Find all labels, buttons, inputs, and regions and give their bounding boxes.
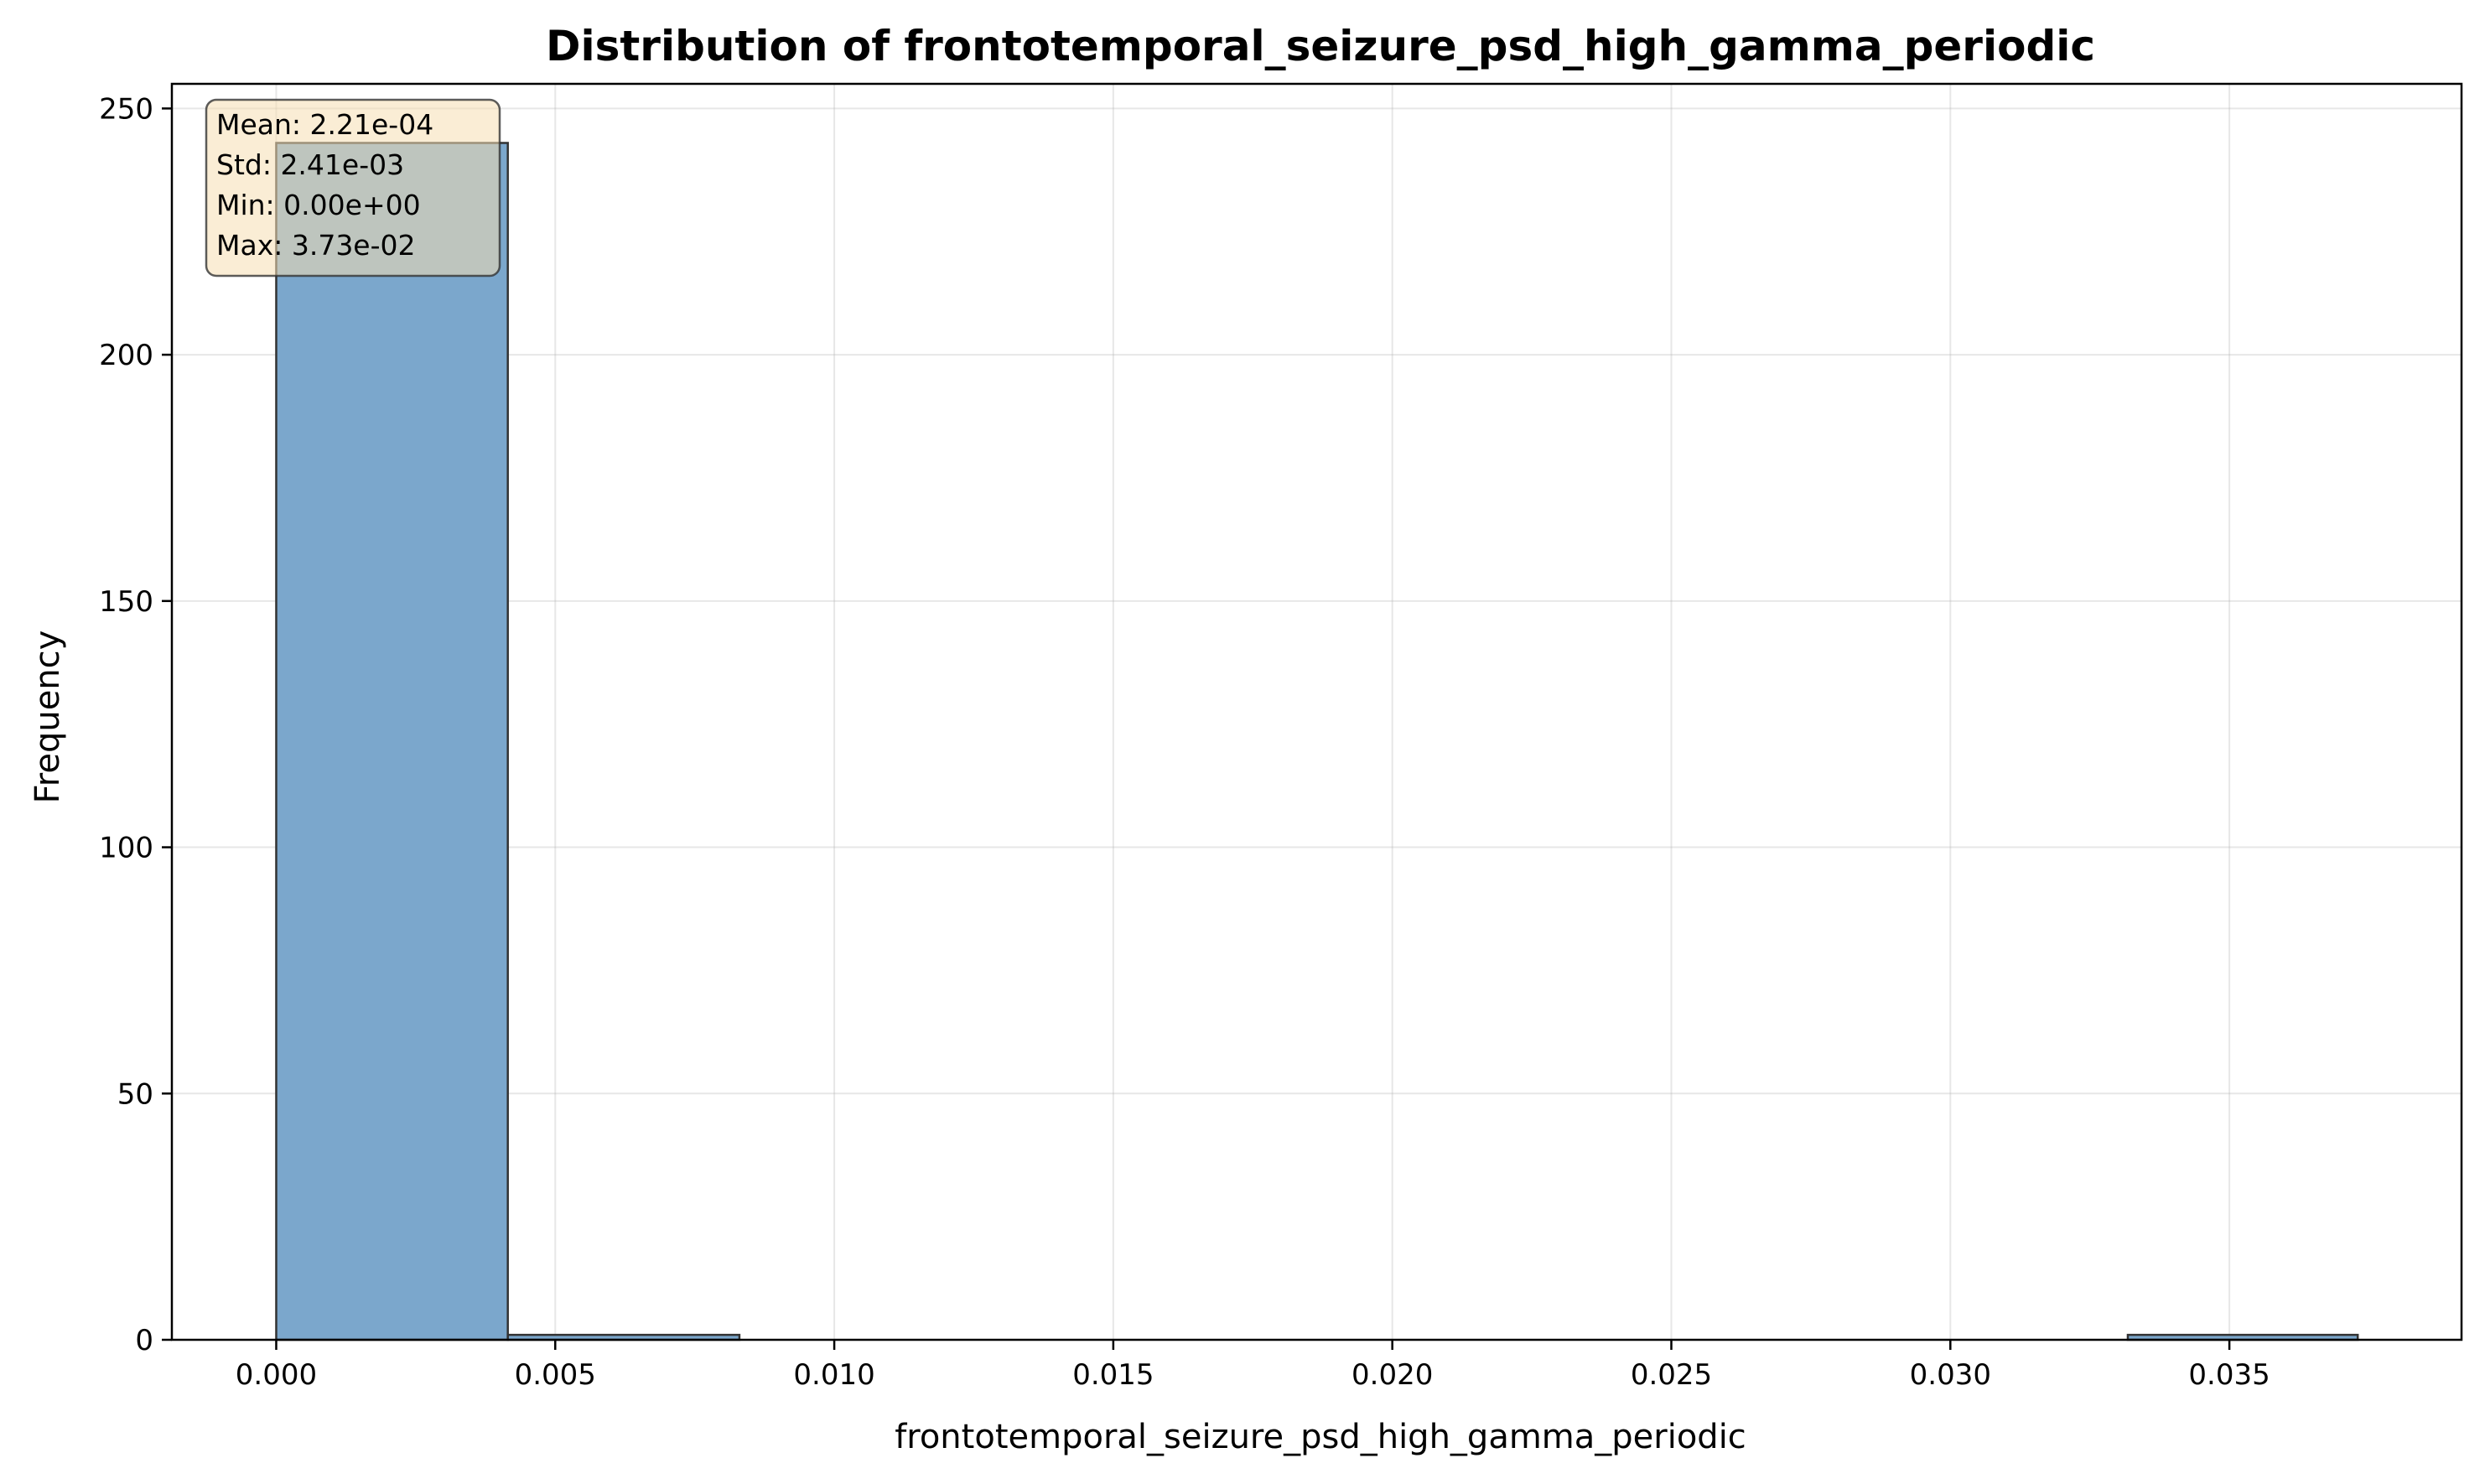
stats-box-background bbox=[205, 98, 501, 278]
stats-min: Min: 0.00e+00 bbox=[216, 189, 421, 221]
x-tick-label-1: 0.005 bbox=[515, 1358, 596, 1392]
y-tick-label-2: 100 bbox=[99, 832, 153, 865]
histogram-bar-0 bbox=[275, 142, 509, 1341]
x-tick-label-6: 0.030 bbox=[1910, 1358, 1991, 1392]
axes-frame bbox=[170, 82, 2463, 1341]
y-tick-label-4: 200 bbox=[99, 339, 153, 372]
stats-std: Std: 2.41e-03 bbox=[216, 148, 404, 181]
stats-box: Mean: 2.21e-04 Std: 2.41e-03 Min: 0.00e+… bbox=[205, 98, 501, 278]
y-axis-label: Frequency bbox=[29, 630, 67, 804]
x-axis-label: frontotemporal_seizure_psd_high_gamma_pe… bbox=[895, 1418, 1746, 1456]
x-tick-label-2: 0.010 bbox=[793, 1358, 874, 1392]
stats-max: Max: 3.73e-02 bbox=[216, 229, 416, 262]
y-tick-label-3: 150 bbox=[99, 585, 153, 619]
x-tick-label-0: 0.000 bbox=[236, 1358, 317, 1392]
y-tick-label-1: 50 bbox=[117, 1077, 153, 1111]
x-tick-label-3: 0.015 bbox=[1072, 1358, 1154, 1392]
y-tick-label-5: 250 bbox=[99, 92, 153, 126]
x-tick-label-7: 0.035 bbox=[2188, 1358, 2270, 1392]
chart-title: Distribution of frontotemporal_seizure_p… bbox=[546, 22, 2095, 70]
x-tick-label-4: 0.020 bbox=[1351, 1358, 1433, 1392]
y-axis-ticks: 0 50 100 150 200 250 bbox=[99, 92, 172, 1357]
x-tick-label-5: 0.025 bbox=[1631, 1358, 1712, 1392]
stats-mean: Mean: 2.21e-04 bbox=[216, 108, 433, 141]
y-tick-label-0: 0 bbox=[135, 1324, 153, 1357]
x-axis-ticks: 0.000 0.005 0.010 0.015 0.020 0.025 0.030 0.035 bbox=[236, 1340, 2270, 1392]
